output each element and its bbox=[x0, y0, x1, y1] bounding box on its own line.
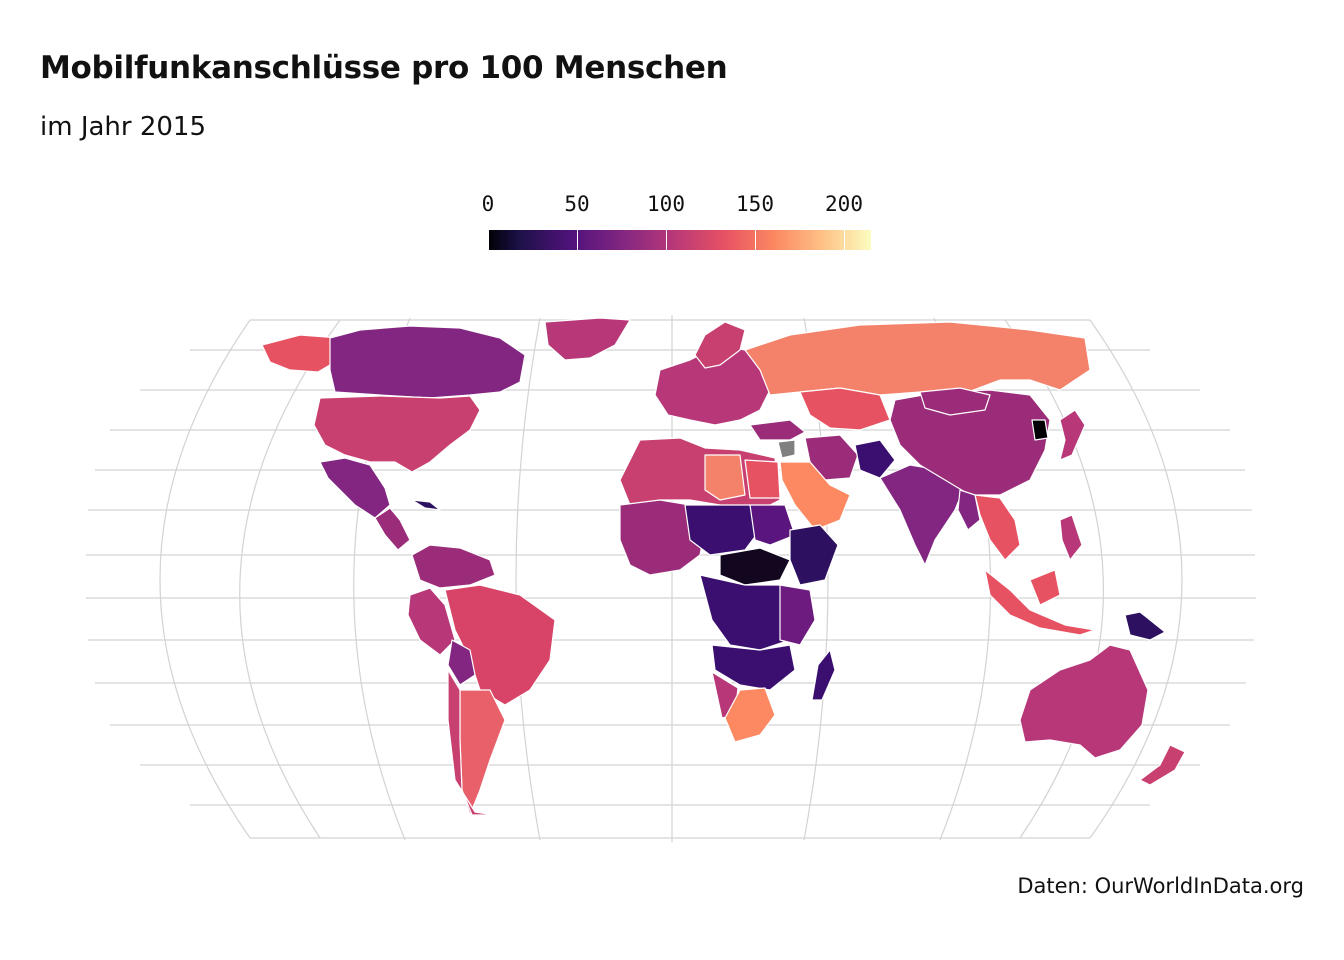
country-saudi-arabia bbox=[779, 461, 851, 531]
country-chile bbox=[447, 669, 496, 816]
legend-tick bbox=[666, 230, 667, 250]
country-egypt bbox=[744, 459, 781, 499]
data-source-caption: Daten: OurWorldInData.org bbox=[1017, 874, 1304, 898]
legend-tick bbox=[844, 230, 845, 250]
country-madagascar bbox=[811, 649, 836, 701]
country-papua-new-guinea bbox=[1124, 611, 1166, 641]
color-legend: 0 50 100 150 200 bbox=[470, 185, 890, 255]
legend-tick bbox=[488, 230, 489, 250]
graticule bbox=[86, 315, 1256, 842]
legend-label-100: 100 bbox=[647, 192, 685, 216]
legend-label-200: 200 bbox=[825, 192, 863, 216]
country-new-zealand bbox=[1139, 744, 1186, 786]
country-libya bbox=[704, 454, 746, 501]
country-philippines bbox=[1059, 514, 1083, 561]
world-map bbox=[86, 315, 1256, 842]
country-east-africa bbox=[779, 584, 816, 646]
country-borneo bbox=[1029, 569, 1061, 606]
country-turkey bbox=[749, 419, 806, 441]
country-mexico bbox=[319, 457, 391, 519]
country-kazakhstan bbox=[799, 387, 891, 431]
country-china bbox=[889, 389, 1051, 496]
country-southern-central-africa bbox=[711, 644, 796, 691]
country-ethiopia bbox=[789, 524, 839, 586]
country-afghanistan bbox=[854, 439, 896, 479]
country-canada bbox=[329, 325, 526, 399]
country-greenland bbox=[544, 317, 631, 361]
legend-color-bar bbox=[488, 230, 871, 250]
countries bbox=[261, 317, 1186, 816]
legend-label-50: 50 bbox=[564, 192, 590, 216]
country-peru bbox=[407, 587, 456, 656]
legend-label-0: 0 bbox=[481, 192, 495, 216]
country-japan bbox=[1059, 409, 1086, 461]
country-usa bbox=[313, 395, 481, 473]
country-south-sudan bbox=[719, 547, 791, 586]
country-bolivia bbox=[447, 639, 476, 686]
legend-tick bbox=[577, 230, 578, 250]
country-syria bbox=[777, 439, 796, 459]
chart-subtitle: im Jahr 2015 bbox=[40, 112, 207, 142]
country-southeast-asia bbox=[974, 494, 1021, 561]
country-indonesia bbox=[984, 569, 1096, 636]
country-west-africa bbox=[619, 499, 706, 576]
country-argentina bbox=[459, 689, 506, 816]
country-alaska bbox=[261, 334, 341, 373]
country-cuba bbox=[411, 499, 441, 511]
legend-tick bbox=[755, 230, 756, 250]
country-south-africa bbox=[724, 687, 776, 743]
legend-label-150: 150 bbox=[736, 192, 774, 216]
country-north-korea bbox=[1031, 419, 1049, 441]
country-australia bbox=[1019, 644, 1149, 759]
country-sudan bbox=[749, 504, 796, 546]
chart-title: Mobilfunkanschlüsse pro 100 Menschen bbox=[40, 50, 728, 86]
country-central-america bbox=[374, 507, 411, 551]
country-russia bbox=[744, 321, 1091, 396]
country-myanmar bbox=[957, 489, 981, 531]
country-north-south-america bbox=[411, 544, 496, 589]
country-scandinavia bbox=[694, 321, 746, 369]
country-mongolia bbox=[919, 387, 991, 416]
